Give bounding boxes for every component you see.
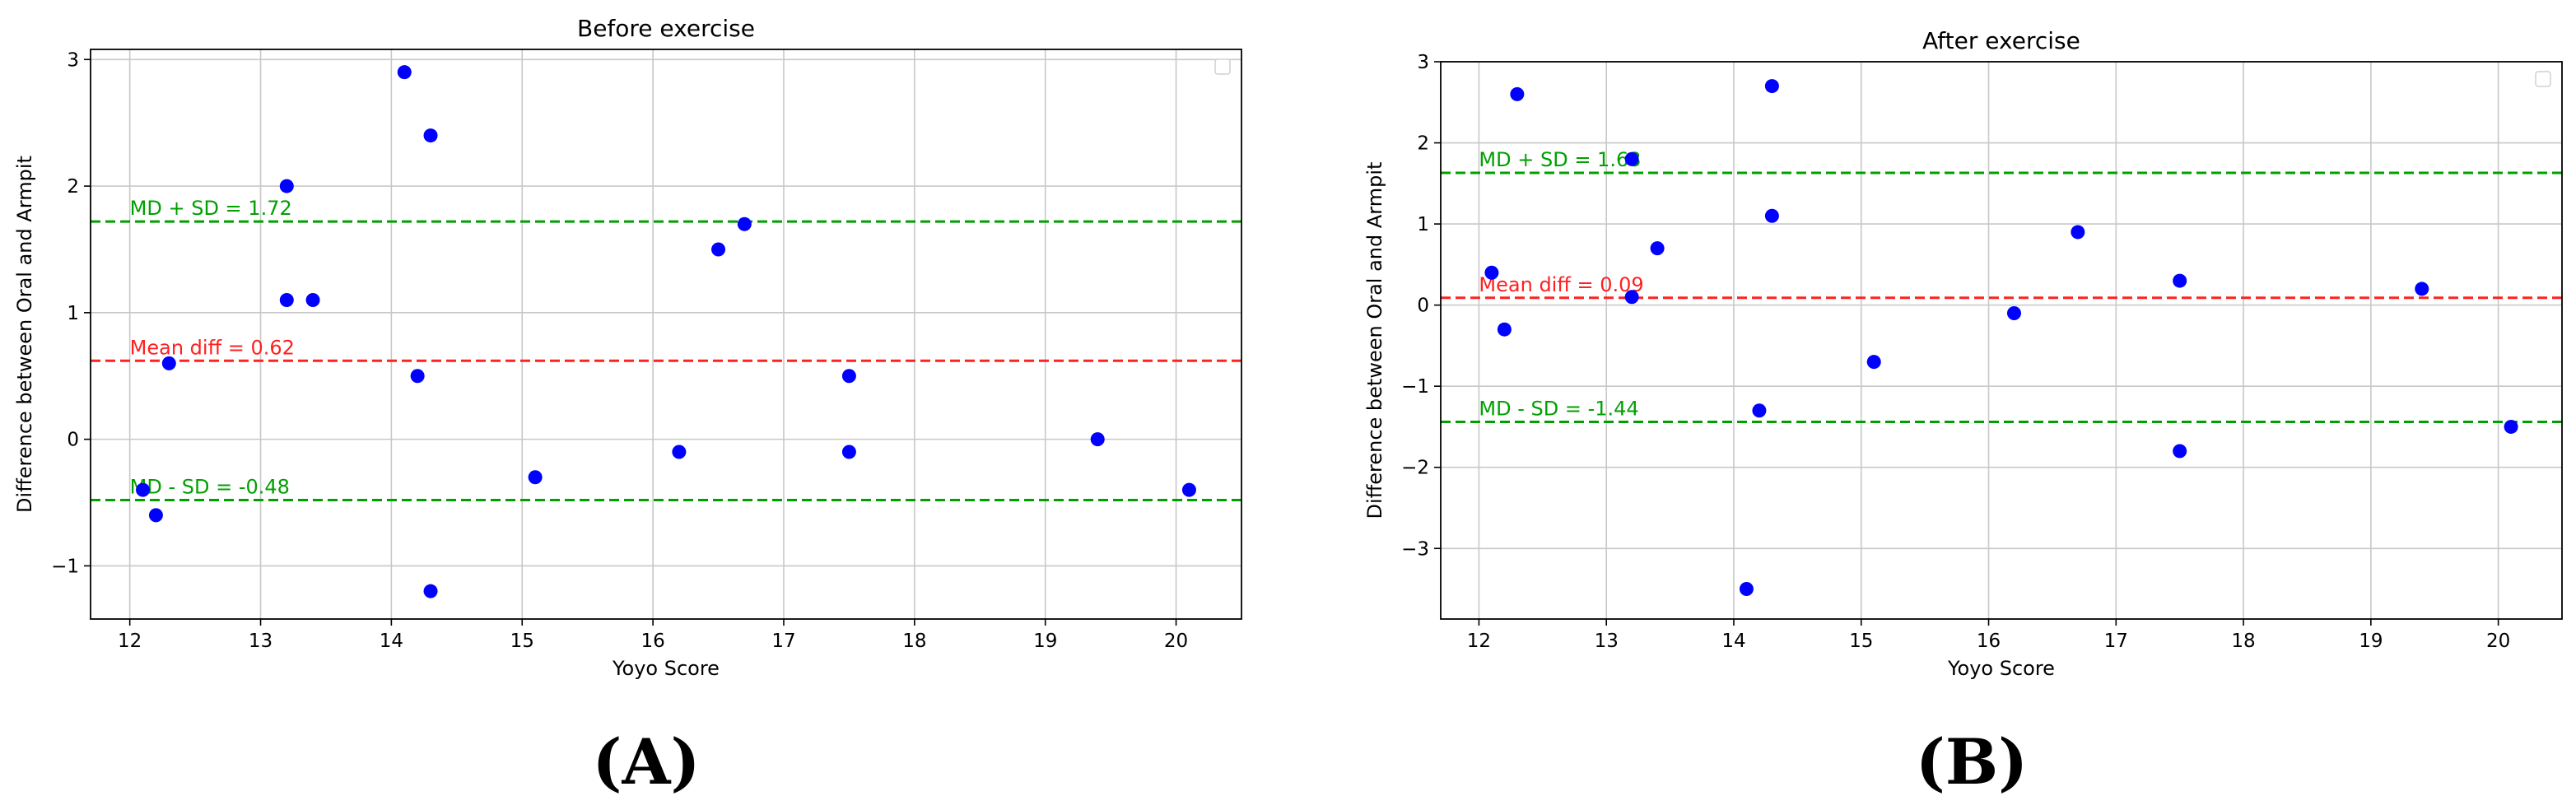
x-tick-label: 12 (1467, 631, 1491, 652)
y-tick-label: −3 (1401, 538, 1429, 560)
y-tick-label: −1 (51, 556, 79, 577)
data-point (2006, 305, 2021, 320)
x-tick-label: 20 (1164, 631, 1188, 652)
panel-b: After exercise Yoyo Score Difference bet… (1363, 27, 2563, 798)
y-tick-label: 1 (1417, 214, 1429, 235)
plot-area: MD + SD = 1.63 Mean diff = 0.09 MD - SD = … (1440, 61, 2563, 620)
plot-background (1441, 62, 2562, 619)
plot-background (91, 49, 1241, 619)
chart-title: After exercise (1922, 27, 2080, 54)
legend-box (2535, 71, 2551, 87)
legend-box (1214, 58, 1231, 75)
y-tick-label: 0 (67, 430, 79, 451)
reference-line-label: MD - SD = -1.44 (1479, 398, 1638, 421)
data-point (672, 445, 687, 459)
y-axis-label: Difference between Oral and Armpit (1363, 162, 1386, 519)
y-tick-label: 2 (67, 176, 79, 198)
y-tick-label: −2 (1401, 458, 1429, 479)
x-tick-label: 19 (1033, 631, 1057, 652)
x-tick-label: 15 (510, 631, 534, 652)
y-axis-label: Difference between Oral and Armpit (13, 156, 36, 513)
data-point (1181, 482, 1196, 497)
data-point (148, 508, 163, 523)
x-tick-label: 17 (771, 631, 795, 652)
x-axis-label: Yoyo Score (1947, 657, 2055, 680)
data-point (1510, 86, 1525, 101)
x-tick-label: 14 (1721, 631, 1745, 652)
data-point (737, 216, 752, 231)
data-point (1497, 322, 1512, 337)
data-point (2415, 282, 2429, 296)
data-point (161, 356, 176, 370)
data-point (528, 470, 543, 485)
reference-line-label: MD + SD = 1.72 (130, 197, 292, 220)
x-tick-label: 13 (1595, 631, 1619, 652)
y-tick-label: 3 (1417, 52, 1429, 73)
reference-line-label: Mean diff = 0.62 (130, 336, 295, 359)
data-point (1484, 265, 1499, 280)
panel-label: (B) (1916, 725, 2028, 798)
data-point (1764, 208, 1779, 223)
data-point (279, 179, 294, 193)
y-tick-label: −1 (1401, 376, 1429, 398)
data-point (1764, 79, 1779, 94)
panel-label: (A) (593, 725, 701, 798)
plot-frame (1440, 61, 2563, 620)
y-tick-label: 1 (67, 303, 79, 324)
reference-line-label: MD + SD = 1.63 (1479, 148, 1641, 171)
x-tick-label: 13 (249, 631, 273, 652)
data-point (841, 369, 856, 384)
data-point (397, 65, 412, 80)
x-tick-label: 19 (2359, 631, 2383, 652)
data-point (423, 584, 438, 598)
plot-frame (90, 49, 1242, 620)
x-tick-label: 16 (641, 631, 664, 652)
x-tick-label: 18 (2231, 631, 2255, 652)
y-tick-label: 3 (67, 49, 79, 71)
x-tick-label: 14 (380, 631, 403, 652)
data-point (1739, 582, 1754, 597)
x-tick-label: 17 (2104, 631, 2128, 652)
data-point (1624, 151, 1639, 166)
panel-a: Before exercise Yoyo Score Difference be… (13, 15, 1242, 798)
x-tick-label: 16 (1977, 631, 2001, 652)
x-axis-label: Yoyo Score (612, 657, 720, 680)
x-tick-label: 18 (902, 631, 926, 652)
data-point (1650, 241, 1665, 256)
reference-line-label: Mean diff = 0.09 (1479, 273, 1643, 296)
data-point (1624, 290, 1639, 305)
y-tick-label: 0 (1417, 296, 1429, 317)
data-point (1752, 403, 1767, 418)
data-point (410, 369, 425, 384)
data-point (711, 242, 726, 257)
y-tick-label: 2 (1417, 133, 1429, 155)
plot-area: MD + SD = 1.72 Mean diff = 0.62 MD - SD = … (90, 49, 1242, 620)
data-point (1090, 432, 1105, 447)
data-point (423, 128, 438, 143)
data-point (136, 482, 151, 497)
data-point (2173, 444, 2187, 459)
reference-line-label: MD - SD = -0.48 (130, 475, 290, 498)
x-tick-label: 20 (2486, 631, 2510, 652)
chart-title: Before exercise (577, 15, 755, 42)
x-tick-label: 15 (1849, 631, 1873, 652)
data-point (2071, 225, 2085, 240)
data-point (2504, 419, 2518, 434)
data-point (2173, 273, 2187, 288)
data-point (1866, 355, 1881, 370)
data-point (279, 292, 294, 307)
x-tick-label: 12 (118, 631, 142, 652)
data-point (841, 445, 856, 459)
data-point (305, 292, 320, 307)
